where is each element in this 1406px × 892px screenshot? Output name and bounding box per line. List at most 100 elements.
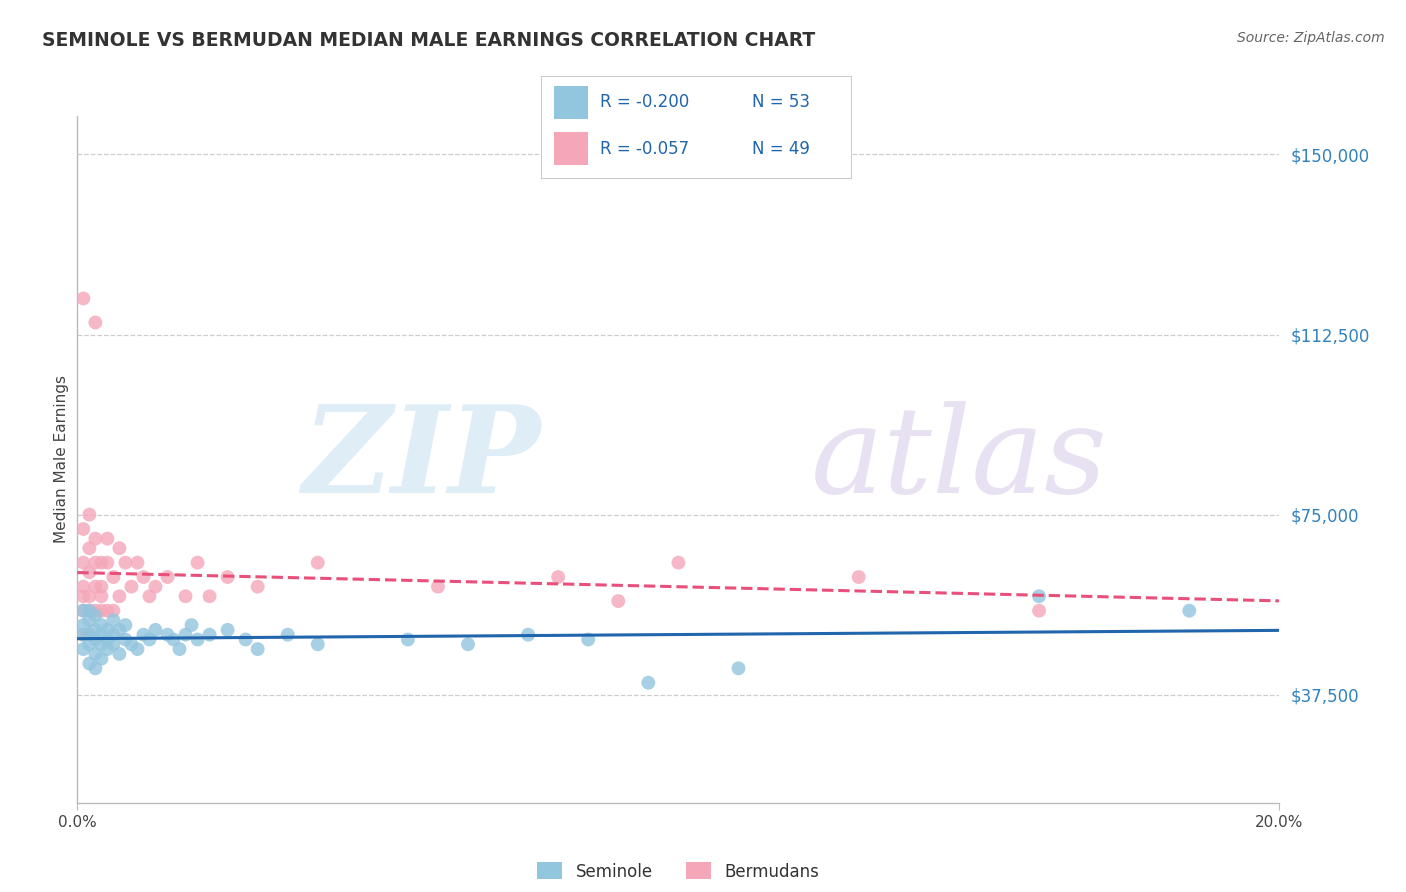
Text: R = -0.057: R = -0.057 <box>600 140 689 158</box>
Bar <box>554 132 588 165</box>
Point <box>103 637 125 651</box>
Point <box>79 604 101 618</box>
Point <box>96 604 118 618</box>
Point <box>547 570 569 584</box>
Point <box>96 532 118 546</box>
Point <box>90 618 112 632</box>
Point <box>108 623 131 637</box>
Point <box>79 541 101 556</box>
Point <box>108 541 131 556</box>
Point <box>84 556 107 570</box>
Point <box>132 570 155 584</box>
Point <box>72 580 94 594</box>
Point <box>72 628 94 642</box>
Point <box>457 637 479 651</box>
Point <box>138 632 160 647</box>
Point <box>84 608 107 623</box>
Point <box>174 589 197 603</box>
Point <box>79 589 101 603</box>
Point <box>72 604 94 618</box>
Point <box>156 570 179 584</box>
Point <box>79 566 101 580</box>
Point <box>517 628 540 642</box>
Point <box>79 637 101 651</box>
Point <box>138 589 160 603</box>
Point <box>235 632 257 647</box>
Point <box>120 580 142 594</box>
Point <box>72 522 94 536</box>
Point <box>79 628 101 642</box>
Point <box>108 647 131 661</box>
Point <box>96 623 118 637</box>
Point <box>307 637 329 651</box>
Point <box>84 316 107 330</box>
Text: atlas: atlas <box>811 401 1108 518</box>
Point <box>72 618 94 632</box>
Point <box>90 580 112 594</box>
Point <box>637 675 659 690</box>
Text: SEMINOLE VS BERMUDAN MEDIAN MALE EARNINGS CORRELATION CHART: SEMINOLE VS BERMUDAN MEDIAN MALE EARNING… <box>42 31 815 50</box>
Point <box>84 623 107 637</box>
Point <box>90 589 112 603</box>
Point <box>84 661 107 675</box>
Point <box>277 628 299 642</box>
Point <box>162 632 184 647</box>
Point <box>156 628 179 642</box>
Point <box>90 628 112 642</box>
Point <box>84 580 107 594</box>
Point <box>108 589 131 603</box>
Point <box>96 556 118 570</box>
Point <box>84 632 107 647</box>
Point <box>72 628 94 642</box>
Point <box>79 604 101 618</box>
Point <box>427 580 450 594</box>
Point <box>246 580 269 594</box>
Point <box>90 637 112 651</box>
Text: Source: ZipAtlas.com: Source: ZipAtlas.com <box>1237 31 1385 45</box>
Text: N = 53: N = 53 <box>752 94 810 112</box>
Point <box>145 623 167 637</box>
Point <box>90 556 112 570</box>
Point <box>396 632 419 647</box>
Point <box>1028 604 1050 618</box>
Point <box>120 637 142 651</box>
Point <box>668 556 690 570</box>
Point <box>169 642 191 657</box>
Point <box>132 628 155 642</box>
Point <box>90 604 112 618</box>
Point <box>576 632 599 647</box>
Point <box>186 556 209 570</box>
Point <box>114 618 136 632</box>
Point <box>307 556 329 570</box>
Point <box>1028 589 1050 603</box>
Point <box>72 820 94 834</box>
Point <box>848 570 870 584</box>
Text: ZIP: ZIP <box>302 401 540 518</box>
Point <box>103 613 125 627</box>
Point <box>103 570 125 584</box>
Legend: Seminole, Bermudans: Seminole, Bermudans <box>530 855 827 888</box>
Point <box>607 594 630 608</box>
Point <box>127 642 149 657</box>
Point <box>727 661 749 675</box>
Point <box>103 628 125 642</box>
Point <box>72 589 94 603</box>
Point <box>114 556 136 570</box>
Point <box>217 570 239 584</box>
Text: R = -0.200: R = -0.200 <box>600 94 689 112</box>
Point <box>217 623 239 637</box>
Point <box>90 651 112 665</box>
Point <box>72 642 94 657</box>
Point <box>84 532 107 546</box>
Y-axis label: Median Male Earnings: Median Male Earnings <box>53 376 69 543</box>
Point <box>84 604 107 618</box>
Point <box>198 589 221 603</box>
Point <box>186 632 209 647</box>
Point <box>198 628 221 642</box>
Point <box>72 556 94 570</box>
Point <box>84 647 107 661</box>
Point <box>174 628 197 642</box>
Point <box>79 657 101 671</box>
Bar <box>554 87 588 119</box>
Point <box>180 618 202 632</box>
